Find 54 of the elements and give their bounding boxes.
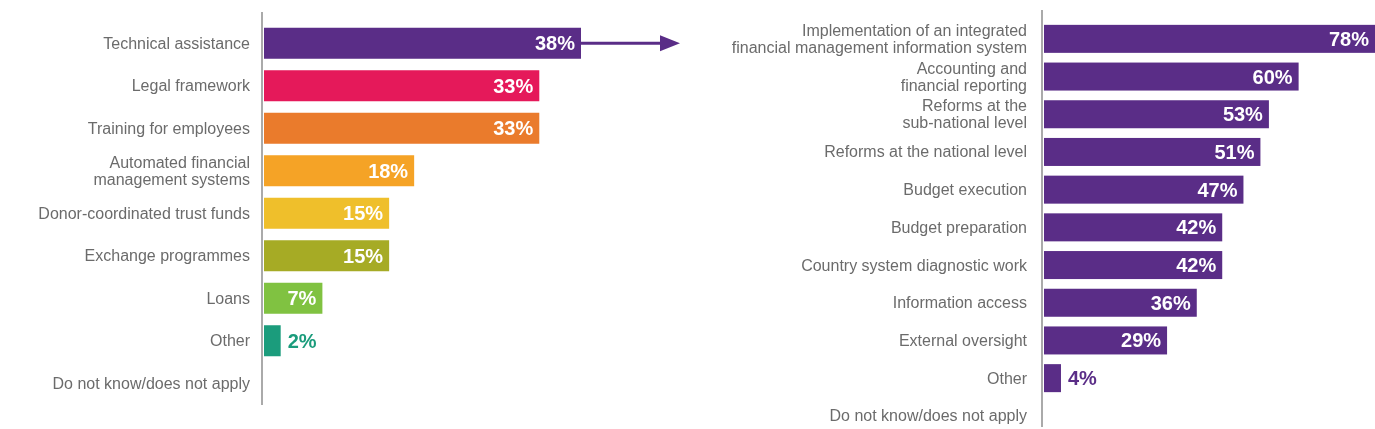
y-tick-label: Automated financial management systems [93,153,250,188]
data-label: 36% [1150,291,1191,314]
data-label: 38% [534,32,576,55]
bar [1044,137,1261,166]
bar [264,197,390,229]
bar [264,70,540,102]
bar [1044,100,1269,129]
bar [1044,251,1223,280]
data-label: 42% [1176,254,1217,277]
y-tick-label: Do not know/does not apply [52,374,250,392]
data-label: 4% [1067,367,1098,390]
y-tick-label: Donor-coordinated trust funds [38,204,250,222]
y-tick-label: Legal framework [131,77,251,95]
bar [1044,288,1197,317]
y-tick-label: Budget execution [903,181,1027,199]
bar [1044,62,1299,91]
data-label: 60% [1252,65,1293,88]
bar [1044,24,1375,53]
y-tick-label: Training for employees [87,119,250,137]
bar [1044,175,1244,204]
y-tick-label: Country system diagnostic work [801,256,1028,274]
data-label: 47% [1197,178,1238,201]
y-tick-label: Budget preparation [890,218,1027,236]
bar [264,112,540,144]
data-label: 42% [1176,216,1217,239]
y-tick-label: Exchange programmes [84,247,250,265]
bar [1044,213,1223,242]
y-tick-label: Other [986,369,1028,387]
data-label: 51% [1214,140,1255,163]
bar [264,155,415,187]
data-label: 15% [343,202,384,225]
y-tick-label: Technical assistance [103,34,251,52]
y-tick-label: Accounting and financial reporting [900,59,1027,94]
data-label: 53% [1222,103,1264,126]
bar [1044,364,1061,393]
y-tick-label: External oversight [898,331,1028,349]
data-label: 7% [287,287,317,310]
data-label: 29% [1121,329,1162,352]
data-label: 78% [1328,27,1370,50]
data-label: 2% [287,329,317,352]
y-tick-label: Reforms at the national level [824,143,1027,161]
y-tick-label: Reforms at the sub-national level [902,97,1028,132]
y-tick-label: Information access [892,294,1027,312]
y-tick-label: Other [209,332,251,350]
bar [264,27,581,59]
data-label: 18% [368,159,409,182]
bar [264,325,281,357]
data-label: 33% [493,117,534,140]
data-label: 15% [343,244,384,267]
y-tick-label: Do not know/does not apply [829,407,1027,425]
data-label: 33% [493,74,534,97]
y-tick-label: Implementation of an integrated financial management information system [731,21,1027,56]
y-tick-label: Loans [206,289,250,307]
bar [264,240,390,272]
